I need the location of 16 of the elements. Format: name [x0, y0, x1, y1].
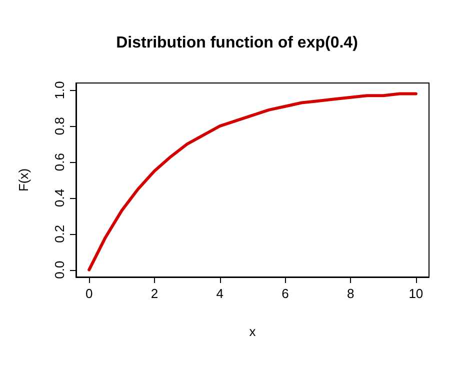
y-tick-label: 0.4	[52, 188, 67, 207]
x-axis-title: x	[249, 324, 256, 339]
x-tick-label: 6	[282, 286, 289, 301]
y-tick-label: 0.6	[52, 153, 67, 172]
line-series	[88, 92, 418, 272]
x-tick-label: 8	[346, 286, 354, 301]
x-tick-label: 0	[85, 286, 93, 301]
y-tick-label: 0.2	[52, 224, 67, 243]
x-tick-label: 4	[216, 286, 224, 301]
y-tick-label: 0.8	[52, 117, 67, 136]
x-tick-label: 2	[150, 286, 158, 301]
chart-title: Distribution function of exp(0.4)	[116, 34, 358, 52]
y-tick-label: 0.0	[52, 260, 67, 279]
y-axis-title: F(x)	[16, 168, 31, 192]
x-tick-label: 10	[408, 286, 424, 301]
y-tick-label: 1.0	[52, 81, 67, 100]
